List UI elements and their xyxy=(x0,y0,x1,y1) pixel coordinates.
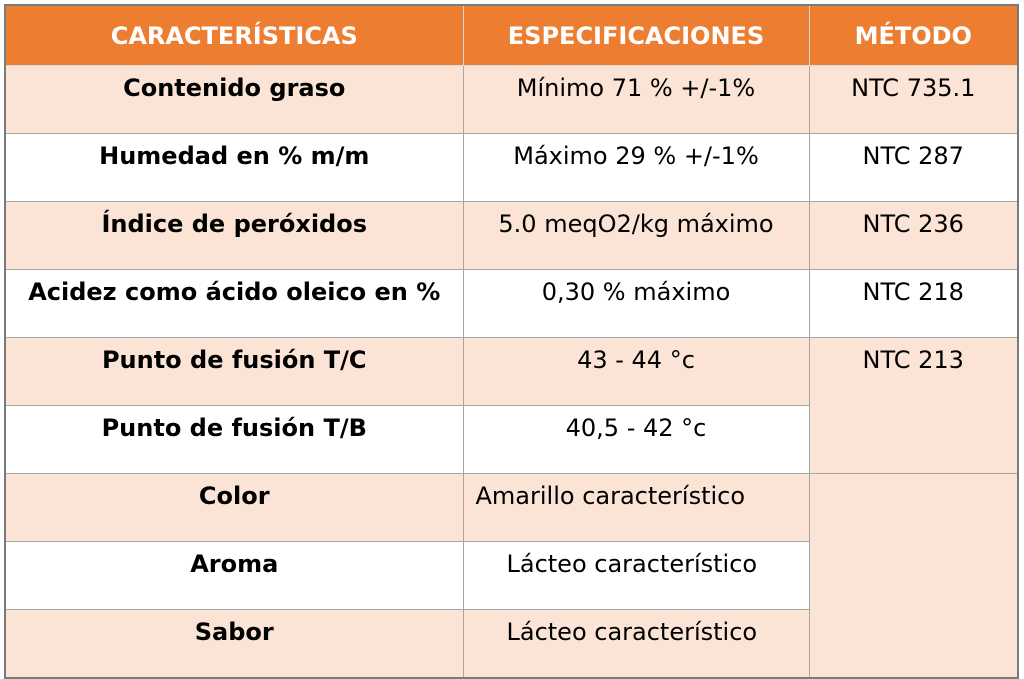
specification-cell: 5.0 meqO2/kg máximo xyxy=(462,201,810,270)
header-especificaciones: ESPECIFICACIONES xyxy=(462,4,810,66)
specification-cell: Amarillo característico xyxy=(462,473,810,542)
method-cell: NTC 213 xyxy=(808,337,1019,474)
header-caracteristicas: CARACTERÍSTICAS xyxy=(4,4,464,66)
table-row: Punto de fusión T/B 40,5 - 42 °c xyxy=(4,405,1018,474)
specification-cell: 40,5 - 42 °c xyxy=(462,405,810,474)
table-row: Humedad en % m/m Máximo 29 % +/-1% NTC 2… xyxy=(4,133,1019,202)
method-cell: NTC 236 xyxy=(808,201,1019,270)
method-cell-empty xyxy=(808,473,1019,679)
characteristic-cell: Sabor xyxy=(4,609,464,679)
characteristic-cell: Contenido graso xyxy=(4,65,464,134)
header-row: CARACTERÍSTICAS ESPECIFICACIONES MÉTODO xyxy=(4,4,1019,66)
header-metodo: MÉTODO xyxy=(808,4,1019,66)
method-cell: NTC 287 xyxy=(808,133,1019,202)
table-row: Color Amarillo característico xyxy=(4,473,1019,679)
specification-cell: Máximo 29 % +/-1% xyxy=(462,133,810,202)
characteristic-cell: Humedad en % m/m xyxy=(4,133,464,202)
characteristic-cell: Color xyxy=(4,473,464,542)
specification-cell: 0,30 % máximo xyxy=(462,269,810,338)
characteristic-cell: Índice de peróxidos xyxy=(4,201,464,270)
method-cell: NTC 735.1 xyxy=(808,65,1019,134)
method-cell: NTC 218 xyxy=(808,269,1019,338)
specification-cell: Mínimo 71 % +/-1% xyxy=(462,65,810,134)
table-row: Acidez como ácido oleico en % 0,30 % máx… xyxy=(4,269,1019,338)
specification-cell: Lácteo característico xyxy=(462,541,810,610)
characteristic-cell: Acidez como ácido oleico en % xyxy=(4,269,464,338)
characteristic-cell: Aroma xyxy=(4,541,464,610)
specifications-table: CARACTERÍSTICAS ESPECIFICACIONES MÉTODO … xyxy=(4,4,1019,679)
specification-cell: Lácteo característico xyxy=(462,609,810,679)
characteristic-cell: Punto de fusión T/B xyxy=(4,405,464,474)
table-row: Contenido graso Mínimo 71 % +/-1% NTC 73… xyxy=(4,65,1019,134)
table-row: Aroma Lácteo característico xyxy=(4,541,1018,610)
characteristic-cell: Punto de fusión T/C xyxy=(4,337,464,406)
table-row: Índice de peróxidos 5.0 meqO2/kg máximo … xyxy=(4,201,1019,270)
table-row: Punto de fusión T/C 43 - 44 °c NTC 213 xyxy=(4,337,1019,474)
specification-cell: 43 - 44 °c xyxy=(462,337,810,406)
